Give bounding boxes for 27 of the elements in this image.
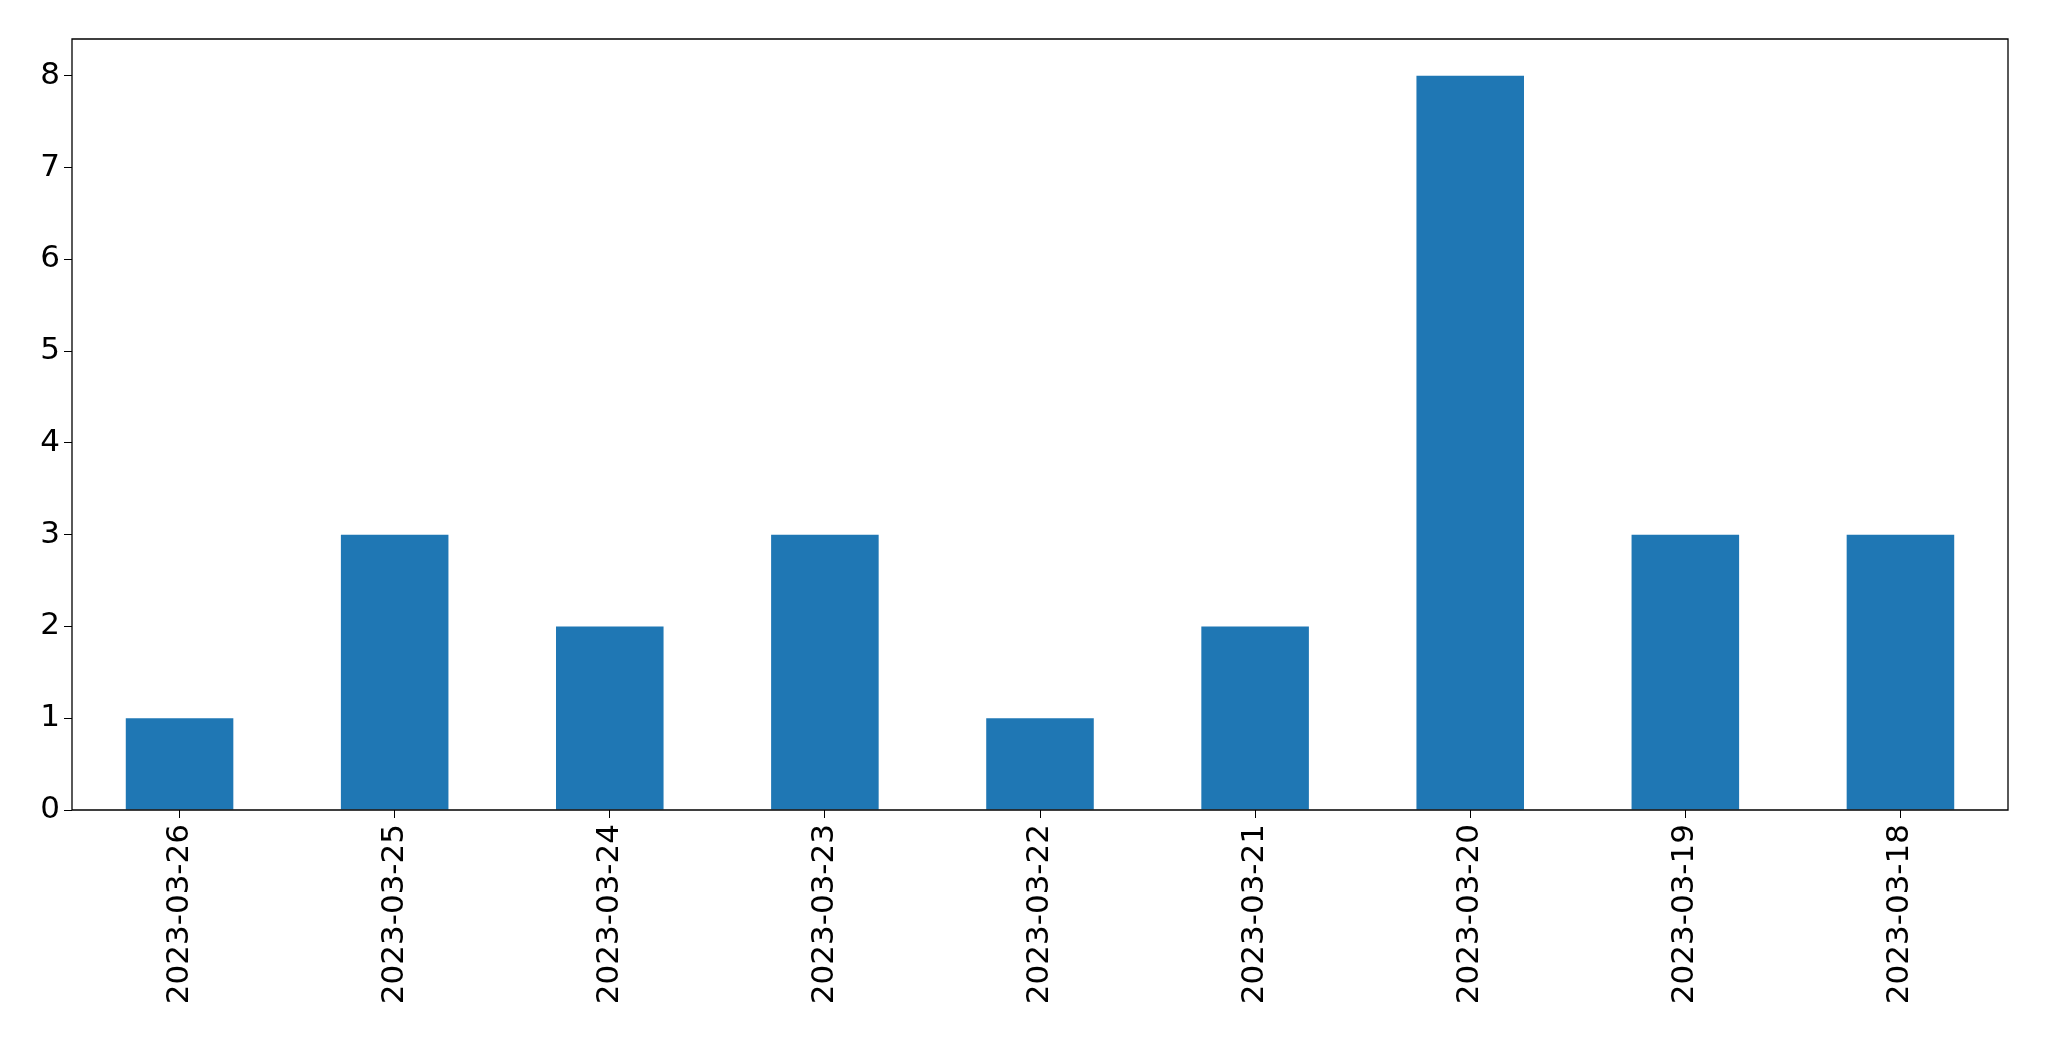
- y-tick-label: 3: [40, 513, 60, 550]
- y-tick-label: 8: [40, 54, 60, 91]
- y-tick-label: 4: [40, 421, 60, 458]
- y-tick-label: 5: [40, 330, 60, 367]
- x-tick-label: 2023-03-26: [158, 824, 195, 1005]
- y-tick-label: 2: [40, 605, 60, 642]
- bar: [771, 534, 879, 810]
- bar: [556, 626, 664, 810]
- x-tick-label: 2023-03-24: [588, 824, 625, 1005]
- bar: [986, 718, 1094, 810]
- x-tick-label: 2023-03-22: [1019, 824, 1056, 1005]
- x-tick-label: 2023-03-19: [1664, 824, 1701, 1005]
- bar: [125, 718, 234, 810]
- y-tick-label: 1: [40, 697, 60, 734]
- x-tick-label: 2023-03-23: [803, 824, 840, 1005]
- x-tick-label: 2023-03-25: [373, 824, 410, 1005]
- bar: [1416, 75, 1524, 810]
- bar: [1201, 626, 1309, 810]
- y-tick-label: 0: [40, 789, 60, 826]
- y-tick-label: 7: [40, 146, 60, 183]
- bar: [1846, 534, 1955, 810]
- x-tick-label: 2023-03-21: [1234, 824, 1271, 1005]
- y-tick-label: 6: [40, 238, 60, 275]
- x-tick-label: 2023-03-18: [1879, 824, 1916, 1005]
- x-tick-label: 2023-03-20: [1449, 824, 1486, 1005]
- bar: [1631, 534, 1740, 810]
- bar: [340, 534, 449, 810]
